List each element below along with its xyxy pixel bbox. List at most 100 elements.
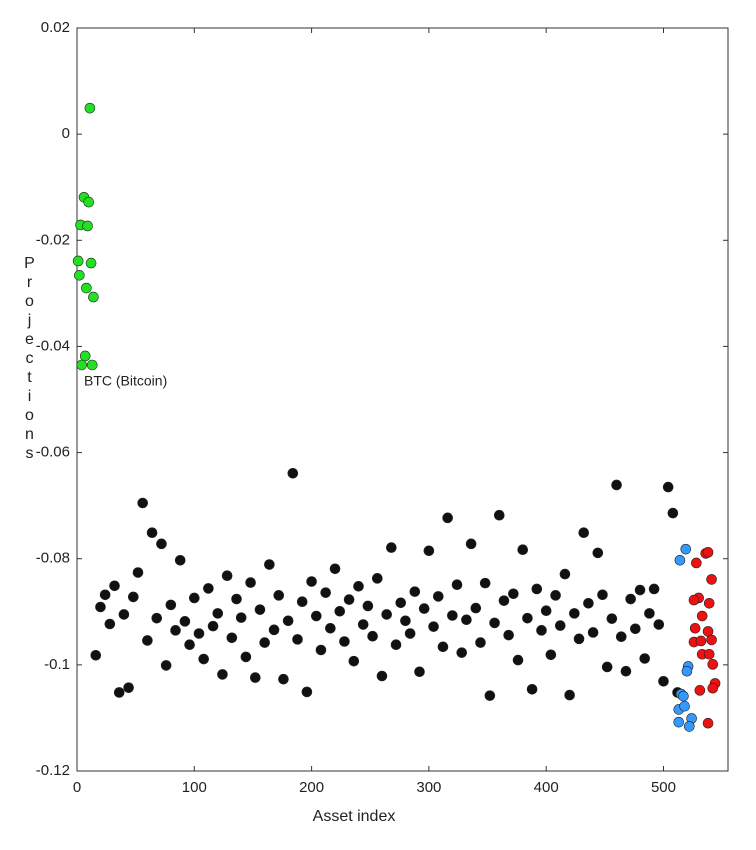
point: [137, 497, 148, 509]
point: [273, 590, 285, 601]
point: [569, 608, 580, 619]
point: [95, 601, 106, 613]
point: [674, 555, 686, 566]
point: [493, 509, 505, 521]
point: [578, 527, 590, 539]
point: [644, 608, 655, 619]
point: [400, 615, 411, 627]
point: [79, 350, 91, 362]
point: [203, 583, 214, 594]
point: [653, 619, 665, 630]
point: [226, 632, 238, 644]
point: [81, 282, 92, 294]
point: [667, 507, 679, 519]
x-tick-label: 200: [299, 779, 324, 796]
point: [376, 670, 388, 682]
y-tick-label: -0.02: [36, 231, 70, 248]
point: [268, 624, 280, 636]
y-tick-label: -0.08: [36, 550, 70, 567]
point: [680, 543, 692, 555]
point: [592, 547, 604, 559]
point: [601, 661, 613, 673]
point: [587, 627, 599, 638]
point: [245, 577, 256, 588]
point: [371, 573, 383, 584]
point: [583, 597, 594, 609]
point: [85, 257, 97, 269]
point: [86, 359, 98, 371]
point: [597, 589, 608, 601]
point: [221, 570, 233, 581]
point: [362, 600, 374, 612]
point: [188, 592, 200, 604]
point: [630, 623, 641, 635]
point: [404, 628, 416, 639]
point: [128, 591, 139, 603]
point: [84, 102, 96, 114]
point: [662, 481, 674, 493]
point: [193, 628, 205, 639]
point: [264, 559, 275, 570]
point: [395, 597, 407, 609]
point: [432, 591, 444, 602]
point: [573, 633, 585, 645]
point: [170, 625, 181, 636]
point: [545, 649, 557, 661]
x-tick-label: 400: [534, 779, 559, 796]
y-tick-label: 0: [62, 125, 70, 142]
point: [306, 576, 317, 587]
point: [76, 359, 87, 371]
point: [428, 621, 439, 632]
point: [694, 685, 706, 696]
point: [639, 653, 651, 664]
point: [484, 690, 496, 701]
point: [531, 583, 543, 595]
point: [681, 665, 693, 677]
point: [703, 597, 715, 609]
point: [517, 544, 529, 555]
point: [198, 653, 209, 665]
point: [479, 577, 491, 589]
point: [254, 604, 266, 615]
point: [301, 686, 313, 698]
y-tick-label: 0.02: [41, 19, 70, 36]
point: [465, 538, 477, 550]
point: [559, 568, 571, 580]
point: [658, 676, 669, 687]
point: [310, 610, 322, 622]
point: [688, 594, 700, 606]
point: [113, 687, 125, 698]
y-tick-label: -0.12: [36, 762, 70, 779]
point: [381, 609, 392, 620]
point: [184, 639, 195, 650]
point: [696, 610, 708, 622]
point: [99, 589, 111, 601]
point: [522, 612, 533, 624]
point: [235, 612, 247, 623]
point: [508, 588, 519, 600]
point: [456, 647, 468, 658]
point: [240, 651, 252, 663]
point: [88, 291, 99, 303]
point: [470, 602, 482, 614]
annotation: BTC (Bitcoin): [84, 373, 167, 389]
point: [231, 593, 242, 605]
annotation-background: [79, 372, 183, 392]
point: [703, 648, 715, 660]
point: [357, 619, 369, 630]
point: [409, 586, 421, 597]
x-tick-label: 300: [416, 779, 441, 796]
point: [296, 596, 308, 608]
point: [348, 655, 360, 667]
point: [179, 616, 191, 627]
point: [320, 587, 331, 598]
point: [648, 583, 660, 595]
point: [278, 673, 289, 685]
point: [343, 594, 355, 605]
point: [353, 581, 364, 592]
point: [90, 650, 102, 661]
point: [707, 659, 719, 670]
point: [132, 567, 144, 578]
